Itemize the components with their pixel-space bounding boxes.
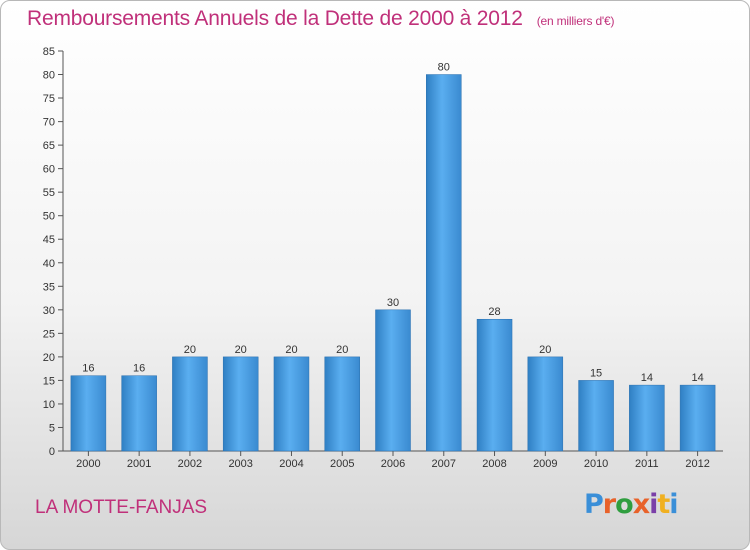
y-tick-label: 5 (49, 422, 55, 434)
logo-letter: r (602, 489, 616, 520)
bar-2005 (324, 356, 360, 452)
y-tick-label: 20 (43, 352, 55, 364)
chart-subtitle: (en milliers d'€) (536, 14, 615, 28)
data-label: 28 (488, 306, 500, 318)
y-tick-label: 55 (43, 187, 55, 199)
y-tick-label: 45 (43, 234, 55, 246)
x-tick-label: 2005 (330, 458, 354, 470)
y-tick-label: 35 (43, 281, 55, 293)
x-tick-label: 2008 (482, 458, 506, 470)
x-tick-label: 2003 (228, 458, 252, 470)
commune-name: LA MOTTE-FANJAS (35, 497, 208, 518)
bar-2002 (172, 356, 208, 452)
bar-2003 (222, 356, 259, 452)
y-tick-label: 70 (43, 117, 55, 129)
logo-letter: P (584, 489, 604, 520)
x-tick-label: 2010 (584, 458, 608, 470)
y-tick-label: 10 (43, 399, 55, 411)
logo-letter: t (657, 489, 670, 520)
x-tick-label: 2009 (533, 458, 557, 470)
logo-letter: x (632, 489, 650, 520)
bar-2001 (121, 375, 157, 452)
data-label: 16 (82, 363, 94, 375)
y-tick-label: 30 (43, 305, 55, 317)
logo-letter: o (615, 489, 634, 520)
bar-2006 (375, 309, 411, 452)
bar-2000 (70, 375, 107, 452)
data-labels-group: 16 16 20 20 20 20 30 80 28 20 15 14 14 (82, 62, 703, 385)
x-tick-label: 2004 (279, 458, 303, 470)
x-tick-label: 2001 (127, 458, 151, 470)
chart-title-text: Remboursements Annuels de la Dette de 20… (27, 7, 523, 30)
bar-2011 (629, 384, 665, 452)
data-label: 14 (691, 372, 703, 384)
y-tick-label: 80 (43, 70, 55, 82)
chart-title: Remboursements Annuels de la Dette de 20… (27, 7, 614, 31)
bar-2012 (679, 384, 716, 452)
data-label: 14 (641, 372, 653, 384)
x-tick-label: 2000 (76, 458, 100, 470)
x-tick-label: 2007 (432, 458, 456, 470)
y-tick-label: 40 (43, 258, 55, 270)
bars-group (70, 74, 716, 452)
bar-2009 (527, 356, 564, 452)
x-tick-label: 2011 (635, 458, 659, 470)
y-tick-label: 85 (43, 46, 55, 58)
bar-2004 (273, 356, 310, 452)
data-label: 20 (285, 344, 297, 356)
logo-letter: i (649, 489, 658, 520)
proxiti-logo[interactable]: Proxiti (584, 489, 679, 520)
data-label: 80 (438, 62, 450, 74)
y-tick-label: 75 (43, 93, 55, 105)
logo-letter: i (669, 489, 678, 520)
data-label: 16 (133, 363, 145, 375)
bar-2007 (426, 74, 462, 452)
y-tick-label: 15 (43, 375, 55, 387)
y-tick-label: 50 (43, 211, 55, 223)
data-label: 20 (539, 344, 551, 356)
x-tick-label: 2006 (381, 458, 405, 470)
data-label: 20 (235, 344, 247, 356)
x-axis: 2000 2001 2002 2003 2004 2005 2006 2007 2008 2009… (63, 450, 723, 470)
data-label: 15 (590, 367, 602, 379)
x-tick-label: 2012 (685, 458, 709, 470)
y-tick-label: 0 (49, 446, 55, 458)
y-tick-label: 60 (43, 164, 55, 176)
data-label: 20 (184, 344, 196, 356)
data-label: 20 (336, 344, 348, 356)
x-tick-label: 2002 (178, 458, 202, 470)
y-tick-label: 65 (43, 140, 55, 152)
y-tick-label: 25 (43, 328, 55, 340)
bar-2010 (578, 380, 614, 452)
y-axis: 0 5 10 15 20 25 30 35 40 45 50 55 60 65 70 75 80 85 (43, 46, 64, 458)
data-label: 30 (387, 297, 399, 309)
bar-2008 (476, 318, 513, 452)
